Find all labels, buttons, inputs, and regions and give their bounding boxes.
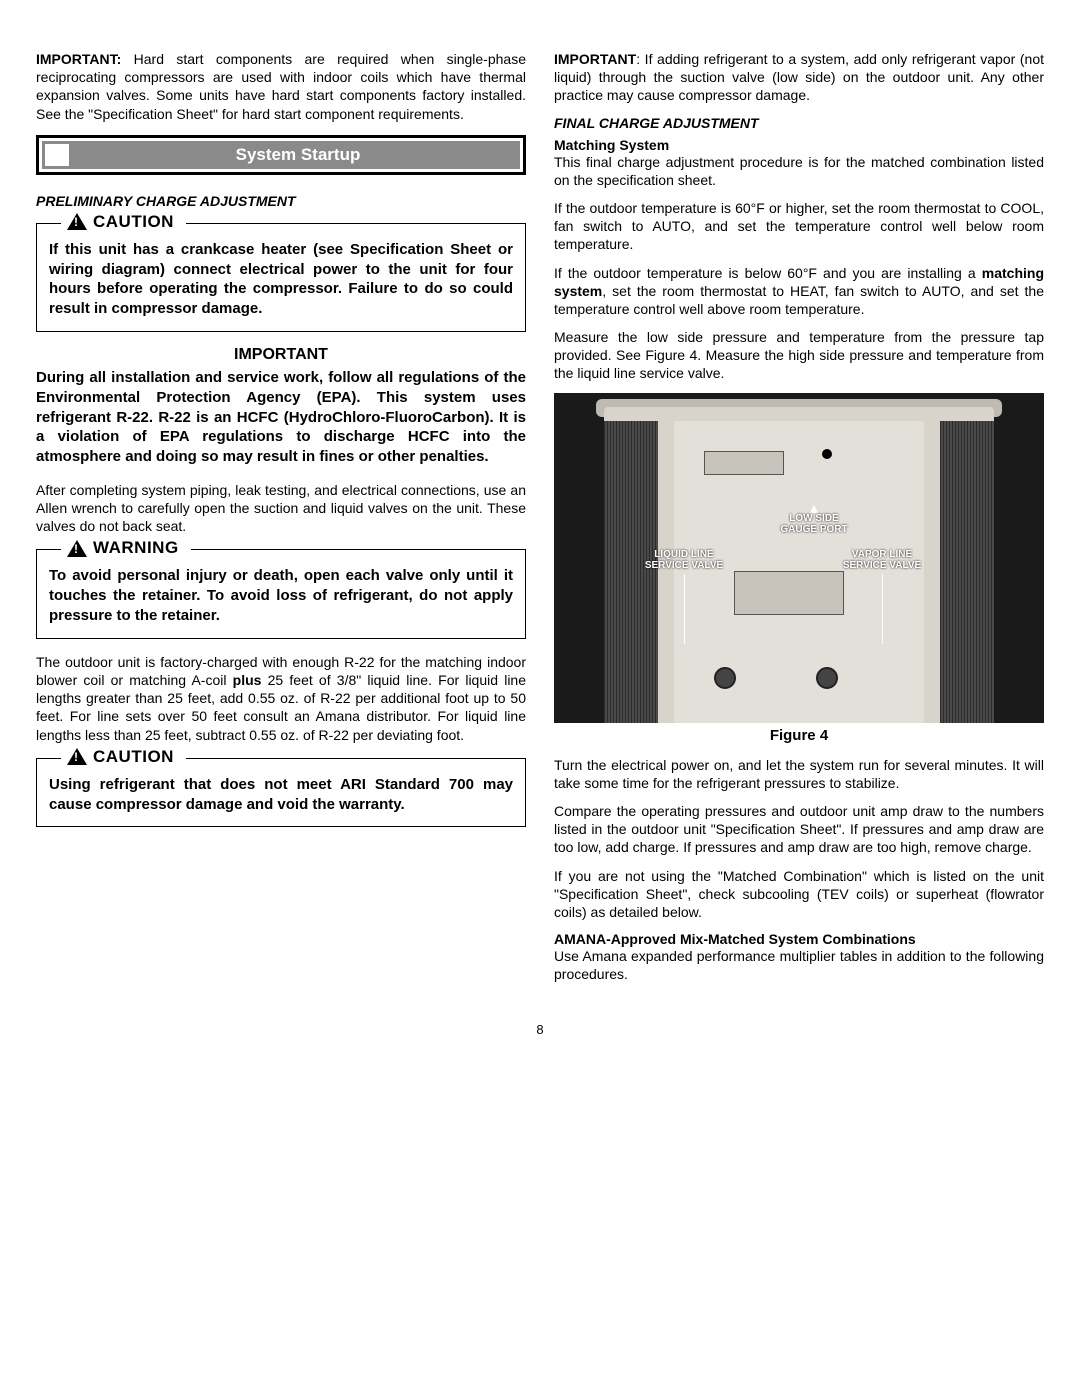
final-charge-heading: FINAL CHARGE ADJUSTMENT bbox=[554, 115, 1044, 131]
caution-box-2: CAUTION Using refrigerant that does not … bbox=[36, 758, 526, 828]
warning-sticker bbox=[734, 571, 844, 615]
fins-right bbox=[940, 421, 994, 723]
p1: This final charge adjustment procedure i… bbox=[554, 153, 1044, 189]
vapor-valve bbox=[816, 667, 838, 689]
warning-triangle-icon bbox=[67, 748, 87, 765]
gauge-port-dot bbox=[822, 449, 832, 459]
caution-1-body: If this unit has a crankcase heater (see… bbox=[49, 234, 513, 319]
p2: If the outdoor temperature is 60°F or hi… bbox=[554, 199, 1044, 254]
low-side-text: LOW SIDE GAUGE PORT bbox=[780, 513, 847, 536]
section-banner-title: System Startup bbox=[42, 141, 520, 169]
liquid-valve bbox=[714, 667, 736, 689]
warning-label: WARNING bbox=[93, 538, 179, 558]
p3-pre: If the outdoor temperature is below 60°F… bbox=[554, 265, 982, 281]
important-body: During all installation and service work… bbox=[36, 368, 526, 467]
caution-2-title: CAUTION bbox=[61, 747, 186, 767]
caution-box-1: CAUTION If this unit has a crankcase hea… bbox=[36, 223, 526, 332]
vapor-line-label: VAPOR LINE SERVICE VALVE bbox=[832, 549, 932, 644]
important-lead: IMPORTANT: bbox=[36, 51, 121, 67]
intro-paragraph: IMPORTANT: Hard start components are req… bbox=[36, 50, 526, 123]
p4: Measure the low side pressure and temper… bbox=[554, 328, 1044, 383]
right-intro-paragraph: IMPORTANT: If adding refrigerant to a sy… bbox=[554, 50, 1044, 105]
vapor-line-text: VAPOR LINE SERVICE VALVE bbox=[843, 549, 921, 572]
p3: If the outdoor temperature is below 60°F… bbox=[554, 264, 1044, 319]
caution-1-title: CAUTION bbox=[61, 212, 186, 232]
p3-post: , set the room thermostat to HEAT, fan s… bbox=[554, 283, 1044, 317]
arrow-up-icon bbox=[810, 505, 818, 513]
important-block: IMPORTANT During all installation and se… bbox=[36, 346, 526, 467]
warning-triangle-icon bbox=[67, 540, 87, 557]
p8: Use Amana expanded performance multiplie… bbox=[554, 947, 1044, 983]
p6: Compare the operating pressures and outd… bbox=[554, 802, 1044, 857]
charge-bold: plus bbox=[233, 672, 262, 688]
caution-2-body: Using refrigerant that does not meet ARI… bbox=[49, 769, 513, 815]
leader-line bbox=[882, 574, 883, 644]
warning-box: WARNING To avoid personal injury or deat… bbox=[36, 549, 526, 638]
p5: Turn the electrical power on, and let th… bbox=[554, 756, 1044, 792]
preliminary-charge-heading: PRELIMINARY CHARGE ADJUSTMENT bbox=[36, 193, 526, 209]
section-banner: System Startup bbox=[36, 135, 526, 175]
after-important-paragraph: After completing system piping, leak tes… bbox=[36, 481, 526, 536]
liquid-line-label: LIQUID LINE SERVICE VALVE bbox=[634, 549, 734, 644]
page-number: 8 bbox=[36, 1022, 1044, 1037]
charge-paragraph: The outdoor unit is factory-charged with… bbox=[36, 653, 526, 744]
left-column: IMPORTANT: Hard start components are req… bbox=[36, 50, 526, 994]
nameplate bbox=[704, 451, 784, 475]
matching-system-heading: Matching System bbox=[554, 137, 1044, 153]
warning-triangle-icon bbox=[67, 213, 87, 230]
important-title: IMPORTANT bbox=[36, 346, 526, 364]
p7: If you are not using the "Matched Combin… bbox=[554, 867, 1044, 922]
warning-title: WARNING bbox=[61, 538, 191, 558]
caution-2-label: CAUTION bbox=[93, 747, 174, 767]
warning-body: To avoid personal injury or death, open … bbox=[49, 560, 513, 625]
figure-4: LOW SIDE GAUGE PORT LIQUID LINE SERVICE … bbox=[554, 393, 1044, 723]
right-important-lead: IMPORTANT bbox=[554, 51, 636, 67]
two-column-layout: IMPORTANT: Hard start components are req… bbox=[36, 50, 1044, 994]
right-column: IMPORTANT: If adding refrigerant to a sy… bbox=[554, 50, 1044, 994]
figure-caption: Figure 4 bbox=[554, 727, 1044, 744]
liquid-line-text: LIQUID LINE SERVICE VALVE bbox=[645, 549, 723, 572]
caution-1-label: CAUTION bbox=[93, 212, 174, 232]
low-side-label: LOW SIDE GAUGE PORT bbox=[764, 503, 864, 536]
leader-line bbox=[684, 574, 685, 644]
mix-matched-heading: AMANA-Approved Mix-Matched System Combin… bbox=[554, 931, 1044, 947]
